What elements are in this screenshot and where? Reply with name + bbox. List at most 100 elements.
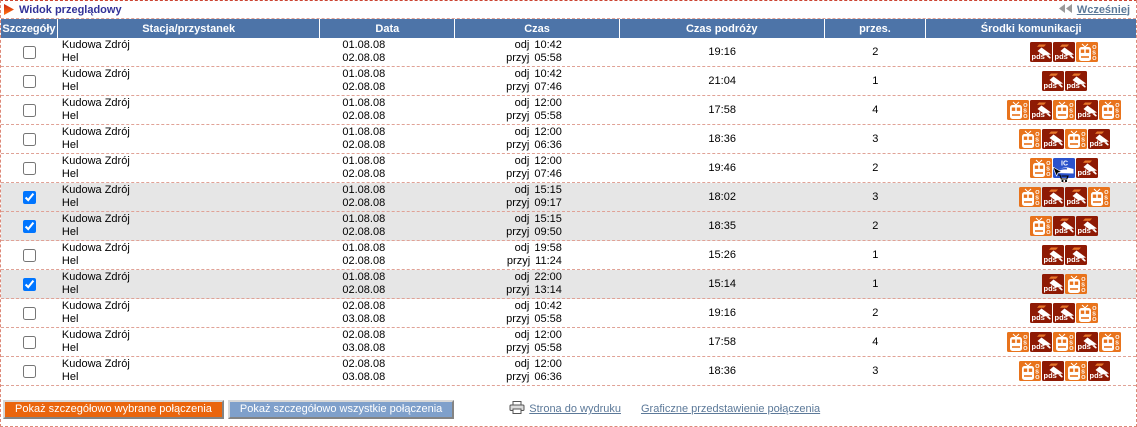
row-select-checkbox[interactable] — [22, 248, 36, 262]
double-chevron-left-icon — [1058, 3, 1073, 16]
pds-fast-train-icon: pds — [1030, 42, 1053, 62]
svg-text:O: O — [1081, 143, 1086, 149]
svg-text:pds: pds — [1078, 226, 1091, 235]
header-srodki: Środki komunikacji — [980, 22, 1082, 35]
changes-count: 1 — [872, 277, 879, 290]
arrival-time: 09:17 — [534, 197, 562, 209]
station-to: Hel — [61, 197, 79, 209]
pds-fast-train-icon: pds — [1076, 158, 1099, 178]
row-select-checkbox[interactable] — [22, 277, 36, 291]
row-select-checkbox[interactable] — [22, 132, 36, 146]
row-select-checkbox[interactable] — [22, 74, 36, 88]
travel-duration: 18:36 — [708, 132, 736, 145]
svg-text:O: O — [1046, 172, 1051, 178]
svg-text:pds: pds — [1043, 197, 1056, 206]
header-czas-podrozy: Czas podróży — [620, 19, 825, 38]
row-select-checkbox[interactable] — [22, 364, 36, 378]
departure-label: odj — [514, 39, 530, 51]
svg-text:O: O — [1035, 190, 1040, 196]
svg-text:S: S — [1069, 341, 1073, 347]
departure-date: 01.08.08 — [342, 97, 386, 109]
arrival-date: 02.08.08 — [342, 168, 386, 180]
pds-fast-train-icon: pds — [1041, 245, 1064, 265]
arrival-time: 05:58 — [534, 52, 562, 64]
row-select-checkbox[interactable] — [22, 103, 36, 117]
earlier-nav: Wcześniej — [1058, 3, 1130, 16]
svg-text:S: S — [1081, 370, 1085, 376]
travel-duration: 18:35 — [708, 219, 736, 232]
connection-row: Kudowa Zdrój Hel 02.08.08 03.08.08 odj 1… — [1, 299, 1136, 328]
row-select-checkbox[interactable] — [22, 335, 36, 349]
arrival-date: 02.08.08 — [342, 81, 386, 93]
travel-duration: 17:58 — [708, 103, 736, 116]
departure-label: odj — [514, 68, 530, 80]
pds-fast-train-icon: pds — [1041, 129, 1064, 149]
show-selected-connections-button[interactable]: Pokaż szczegółowo wybrane połączenia — [3, 399, 224, 419]
pds-fast-train-icon: pds — [1064, 71, 1087, 91]
svg-text:S: S — [1081, 138, 1085, 144]
svg-text:pds: pds — [1066, 197, 1079, 206]
svg-text:pds: pds — [1089, 371, 1102, 380]
svg-text:O: O — [1046, 219, 1051, 225]
arrival-date: 02.08.08 — [342, 197, 386, 209]
changes-count: 1 — [872, 248, 879, 261]
row-select-checkbox[interactable] — [22, 190, 36, 204]
svg-text:S: S — [1081, 283, 1085, 289]
station-to: Hel — [61, 313, 79, 325]
svg-text:S: S — [1046, 225, 1050, 231]
connection-row: Kudowa Zdrój Hel 01.08.08 02.08.08 odj 1… — [1, 38, 1136, 67]
departure-time: 15:15 — [534, 184, 562, 196]
show-all-connections-button[interactable]: Pokaż szczegółowo wszystkie połączenia — [227, 399, 455, 419]
departure-date: 01.08.08 — [342, 39, 386, 51]
station-from: Kudowa Zdrój — [61, 97, 130, 109]
svg-text:O: O — [1092, 306, 1097, 312]
arrival-label: przyj — [506, 139, 530, 151]
svg-text:O: O — [1035, 143, 1040, 149]
connection-row: Kudowa Zdrój Hel 01.08.08 02.08.08 odj 1… — [1, 241, 1136, 270]
row-select-checkbox[interactable] — [22, 161, 36, 175]
svg-text:O: O — [1092, 56, 1097, 62]
graphic-view-link[interactable]: Graficzne przedstawienie połączenia — [640, 403, 821, 415]
svg-text:O: O — [1046, 161, 1051, 167]
arrival-label: przyj — [506, 284, 530, 296]
row-select-checkbox[interactable] — [22, 306, 36, 320]
arrival-time: 05:58 — [534, 313, 562, 325]
departure-date: 01.08.08 — [342, 242, 386, 254]
svg-text:pds: pds — [1066, 255, 1079, 264]
pds-fast-train-icon: pds — [1041, 187, 1064, 207]
row-select-checkbox[interactable] — [22, 219, 36, 233]
connection-row: Kudowa Zdrój Hel 01.08.08 02.08.08 odj 1… — [1, 67, 1136, 96]
changes-count: 1 — [872, 74, 879, 87]
arrival-time: 07:46 — [534, 168, 562, 180]
svg-text:pds: pds — [1032, 52, 1045, 61]
station-to: Hel — [61, 139, 79, 151]
header-czas: Czas — [455, 19, 620, 38]
svg-text:O: O — [1023, 103, 1028, 109]
svg-text:S: S — [1023, 109, 1027, 115]
svg-text:pds: pds — [1043, 81, 1056, 90]
departure-time: 10:42 — [534, 39, 562, 51]
arrival-time: 06:36 — [534, 371, 562, 383]
station-to: Hel — [61, 110, 79, 122]
travel-duration: 18:02 — [708, 190, 736, 203]
changes-count: 4 — [872, 335, 879, 348]
departure-date: 01.08.08 — [342, 271, 386, 283]
earlier-link[interactable]: Wcześniej — [1076, 3, 1130, 16]
transport-icons: pds pds — [926, 241, 1136, 269]
station-to: Hel — [61, 371, 79, 383]
page-title: Widok przeglądowy — [19, 3, 122, 16]
pds-fast-train-icon: pds — [1030, 303, 1053, 323]
row-select-checkbox[interactable] — [22, 45, 36, 59]
arrival-label: przyj — [506, 371, 530, 383]
print-page-link[interactable]: Strona do wydruku — [529, 403, 621, 415]
changes-count: 2 — [872, 161, 879, 174]
svg-text:pds: pds — [1043, 284, 1056, 293]
mouse-cart-cursor-icon — [1052, 167, 1070, 183]
transport-icons: pds O S O — [926, 270, 1136, 298]
title-bar: Widok przeglądowy Wcześniej — [1, 1, 1136, 19]
